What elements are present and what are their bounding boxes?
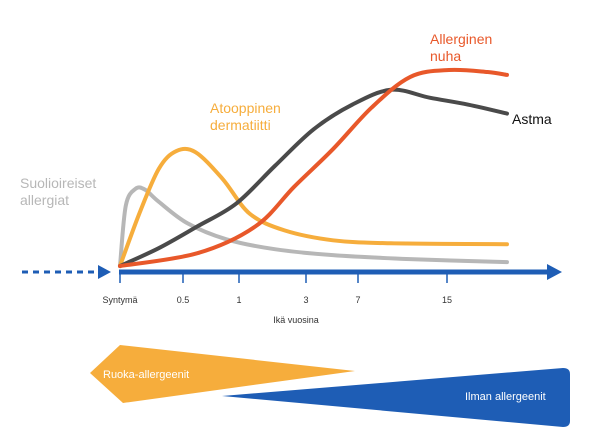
band-food-allergens-label: Ruoka-allergeenit bbox=[103, 369, 189, 381]
band-food-allergens bbox=[90, 345, 355, 403]
series-line-allerginen-nuha bbox=[118, 67, 509, 268]
series-line-atooppinen-dermatiitti bbox=[118, 146, 509, 268]
x-tick-label: 0.5 bbox=[177, 295, 190, 305]
x-axis-arrowhead bbox=[547, 264, 562, 280]
x-tick-label: Syntymä bbox=[102, 295, 137, 305]
series-line-astma bbox=[118, 87, 509, 268]
x-axis-ticks: Syntymä 0.5 1 3 7 15 bbox=[102, 273, 452, 305]
x-tick-label: 7 bbox=[355, 295, 360, 305]
series-label-allerginen-nuha: Allerginen nuha bbox=[430, 31, 492, 64]
band-airborne-allergens bbox=[222, 368, 570, 427]
x-tick-label: 1 bbox=[236, 295, 241, 305]
x-axis-lead-arrowhead bbox=[98, 265, 111, 279]
x-tick-label: 3 bbox=[303, 295, 308, 305]
series-labels: Suolioireiset allergiat Atooppinen dermatii… bbox=[20, 31, 552, 208]
series-line-suolioireiset-allergiat bbox=[118, 185, 509, 268]
series-label-astma: Astma bbox=[512, 111, 552, 127]
band-airborne-allergens-label: Ilman allergeenit bbox=[465, 391, 546, 403]
series-lines bbox=[118, 67, 509, 268]
x-axis-title: Ikä vuosina bbox=[273, 315, 319, 325]
x-tick-label: 15 bbox=[442, 295, 452, 305]
x-axis: Syntymä 0.5 1 3 7 15 Ikä vuosina bbox=[22, 264, 562, 325]
series-label-suolioireiset-allergiat: Suolioireiset allergiat bbox=[20, 175, 96, 208]
allergen-bands: Ruoka-allergeenit Ilman allergeenit bbox=[90, 345, 570, 427]
series-label-atooppinen-dermatiitti: Atooppinen dermatiitti bbox=[210, 100, 281, 133]
